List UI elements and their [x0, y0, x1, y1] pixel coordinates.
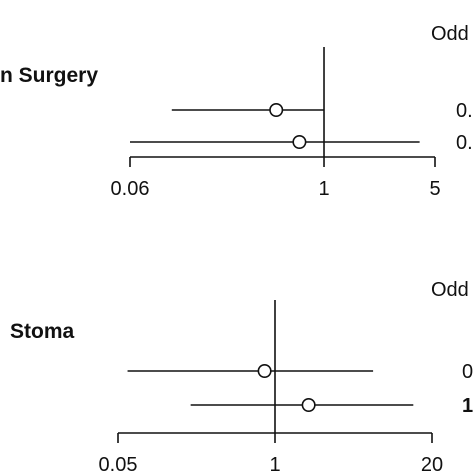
- x-tick-label: 0.05: [99, 454, 138, 474]
- estimate-value-text: 0.: [456, 100, 473, 122]
- column-header: Odd: [431, 23, 469, 45]
- x-tick-label: 5: [429, 178, 440, 200]
- x-tick-label: 1: [269, 454, 280, 474]
- panel-label: n Surgery: [0, 64, 98, 87]
- point-estimate: [301, 397, 316, 412]
- estimate-value-text: 0: [462, 361, 473, 383]
- x-tick-label: 1: [318, 178, 329, 200]
- point-estimate: [292, 135, 307, 150]
- x-tick-label: 20: [421, 454, 443, 474]
- estimate-value-text: 0.: [456, 132, 473, 154]
- panel-label: Stoma: [10, 320, 75, 343]
- column-header: Odd: [431, 279, 469, 301]
- x-tick-label: 0.06: [111, 178, 150, 200]
- point-estimate: [257, 363, 272, 378]
- point-estimate: [269, 103, 284, 118]
- estimate-value-text: 1: [462, 395, 473, 417]
